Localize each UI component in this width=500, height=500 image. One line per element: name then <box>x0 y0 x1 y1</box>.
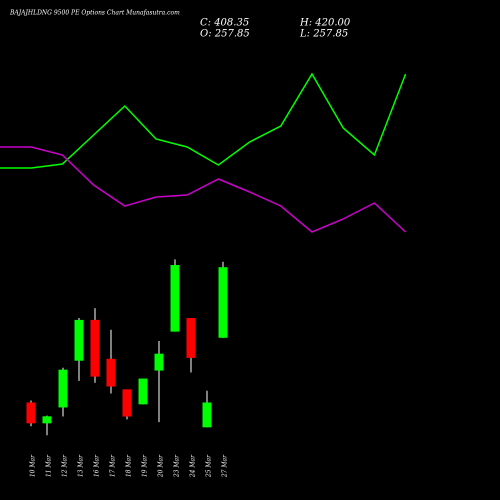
close-label: C: 408.35 <box>200 18 249 29</box>
x-tick-label: 12 Mar <box>62 454 69 477</box>
candle-body <box>106 358 116 387</box>
candle-body <box>202 402 212 428</box>
candle-body <box>74 319 84 361</box>
candle-body <box>218 267 228 338</box>
candle-body <box>26 402 36 424</box>
candle-body <box>154 353 164 371</box>
x-tick-label: 18 Mar <box>126 454 133 477</box>
candle-body <box>42 416 52 424</box>
x-tick-label: 11 Mar <box>46 454 53 477</box>
open-label: O: 257.85 <box>200 29 250 40</box>
x-tick-label: 19 Mar <box>142 454 149 477</box>
candle-body <box>138 378 148 405</box>
line-series <box>0 146 407 233</box>
x-tick-label: 10 Mar <box>30 454 37 477</box>
x-tick-label: 13 Mar <box>78 454 85 477</box>
low-label: L: 257.85 <box>299 29 348 40</box>
chart-title: BAJAJHLDNG 9500 PE Options Chart Munafas… <box>9 10 180 17</box>
candle-body <box>58 369 68 408</box>
high-label: H: 420.00 <box>299 18 351 29</box>
x-tick-label: 27 Mar <box>222 454 229 478</box>
candle-body <box>186 318 196 358</box>
x-tick-label: 16 Mar <box>94 454 101 477</box>
candle-body <box>170 265 180 332</box>
candle-body <box>90 319 100 377</box>
x-tick-label: 25 Mar <box>206 454 213 478</box>
candle-body <box>122 389 132 417</box>
x-tick-label: 17 Mar <box>110 454 117 477</box>
x-tick-label: 23 Mar <box>174 454 181 478</box>
x-tick-label: 24 Mar <box>190 454 197 478</box>
x-tick-label: 20 Mar <box>158 454 165 478</box>
